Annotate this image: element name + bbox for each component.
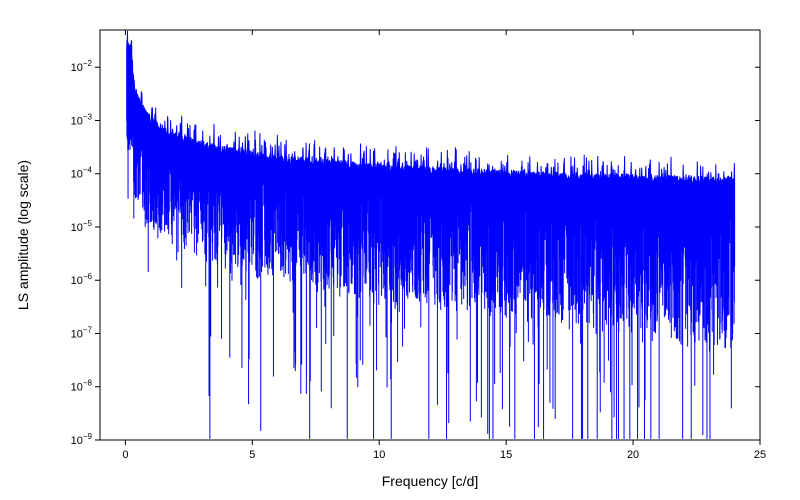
chart-svg: 0 5 10 15 20 25 10−9 10−8 10−7 10−6 10−5 10−4 10−3 10… <box>0 0 800 500</box>
y-tick-label: 10−2 <box>71 59 93 74</box>
x-tick-label: 5 <box>249 449 255 461</box>
periodogram-chart: 0 5 10 15 20 25 10−9 10−8 10−7 10−6 10−5 10−4 10−3 10… <box>0 0 800 500</box>
y-tick-label: 10−3 <box>71 112 93 127</box>
y-axis-label: LS amplitude (log scale) <box>15 160 31 310</box>
y-tick-label: 10−9 <box>71 432 93 447</box>
y-tick-label: 10−4 <box>71 166 93 181</box>
x-axis-label: Frequency [c/d] <box>382 473 479 489</box>
y-tick-label: 10−5 <box>71 219 93 234</box>
y-tick-label: 10−7 <box>71 325 93 340</box>
x-tick-label: 25 <box>754 449 766 461</box>
y-tick-label: 10−6 <box>71 272 93 287</box>
spectrum-line <box>127 31 735 439</box>
x-tick-label: 10 <box>373 449 385 461</box>
x-tick-label: 0 <box>122 449 128 461</box>
x-tick-label: 15 <box>500 449 512 461</box>
y-tick-label: 10−8 <box>71 379 93 394</box>
x-tick-label: 20 <box>627 449 639 461</box>
